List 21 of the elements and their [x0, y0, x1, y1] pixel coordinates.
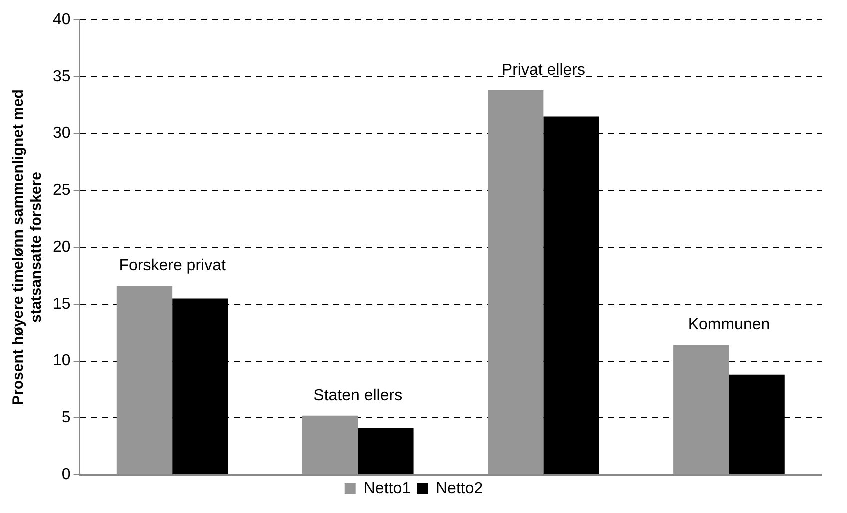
y-tick-label: 15: [53, 296, 71, 313]
x-tick-label: Staten ellers: [314, 387, 403, 404]
y-tick-label: 35: [53, 68, 71, 86]
y-tick-label: 40: [53, 11, 71, 28]
bar: [302, 416, 358, 474]
y-tick-label: 10: [53, 352, 71, 370]
y-tick-label: 0: [62, 466, 71, 484]
legend-label: Netto1: [364, 480, 412, 498]
x-tick-label: Privat ellers: [502, 62, 586, 79]
x-tick-label: Forskere privat: [119, 258, 226, 275]
bar: [488, 90, 544, 474]
bar: [116, 286, 173, 474]
bar: [674, 345, 730, 474]
x-tick-label: Kommunen: [688, 316, 770, 334]
y-tick-label: 25: [53, 182, 71, 200]
y-axis-title: Prosent høyere timelønn sammenlignet med statsansatte forskere: [10, 90, 46, 406]
bar: [358, 428, 414, 474]
y-tick-label: 30: [53, 125, 71, 142]
legend-label: Netto2: [436, 480, 484, 498]
y-tick-label: 20: [53, 238, 71, 256]
y-tick-label: 5: [62, 410, 71, 427]
